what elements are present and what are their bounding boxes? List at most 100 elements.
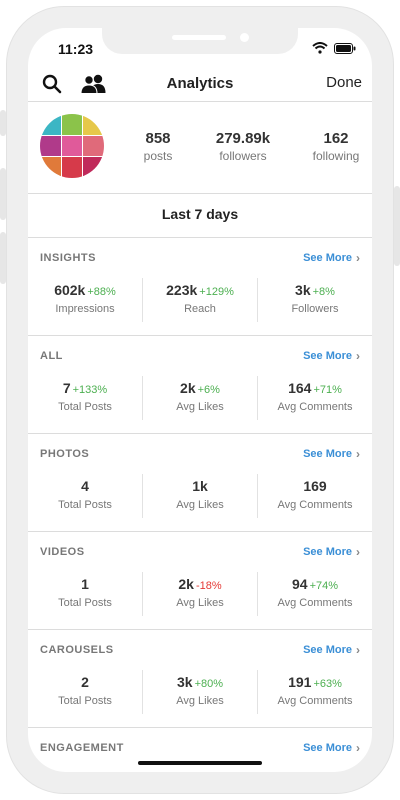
date-range-label: Last 7 days — [161, 206, 239, 222]
metric-change: +133% — [72, 384, 108, 396]
metrics-row: 2 Total Posts 3k +80% Avg Likes 191 +63% Avg Co… — [28, 670, 372, 714]
avatar-tile — [61, 135, 83, 157]
metric-left: 1 Total Posts — [28, 572, 142, 616]
front-camera — [240, 33, 249, 42]
metric-label: Avg Likes — [176, 695, 224, 707]
section-title: CAROUSELS — [40, 644, 114, 656]
metric-right: 94 +74% Avg Comments — [257, 572, 372, 616]
done-button[interactable]: Done — [326, 74, 362, 91]
metric-label: Avg Likes — [176, 597, 224, 609]
metric-middle: 3k +80% Avg Likes — [142, 670, 257, 714]
metric-middle: 1k Avg Likes — [142, 474, 257, 518]
chevron-right-icon: › — [356, 741, 360, 755]
metric-value: 2k — [180, 380, 196, 396]
see-more-link[interactable]: See More › — [303, 545, 360, 559]
avatar-tile — [83, 135, 104, 157]
see-more-label: See More — [303, 252, 352, 264]
search-icon[interactable] — [42, 74, 62, 94]
metric-label: Avg Likes — [176, 401, 224, 413]
followers-label: followers — [219, 149, 267, 163]
metric-change: +88% — [87, 286, 116, 298]
date-range-selector[interactable]: Last 7 days — [28, 194, 372, 238]
metric-value: 1k — [192, 478, 208, 494]
metric-middle: 2k -18% Avg Likes — [142, 572, 257, 616]
metric-value: 3k — [295, 282, 311, 298]
status-time: 11:23 — [58, 41, 94, 57]
metric-label: Avg Comments — [277, 499, 353, 511]
metrics-row: 4 Total Posts 1k Avg Likes 169 Avg Comments — [28, 474, 372, 518]
avatar-tile — [61, 157, 83, 178]
metric-label: Followers — [291, 303, 339, 315]
see-more-label: See More — [303, 742, 352, 754]
followers-stat: 279.89k followers — [208, 130, 278, 163]
metric-value: 223k — [166, 282, 198, 298]
section-title: VIDEOS — [40, 546, 85, 558]
metric-change: +8% — [312, 286, 335, 298]
metric-label: Avg Likes — [176, 499, 224, 511]
metric-value: 94 — [291, 576, 308, 592]
following-stat: 162 following — [308, 130, 364, 163]
metric-change: +63% — [313, 678, 342, 690]
avatar-tile — [40, 135, 61, 157]
section-carousels: CAROUSELS See More › 2 Total Posts 3k +80% Avg … — [28, 630, 372, 728]
wifi-icon — [312, 42, 328, 54]
avatar-tile — [83, 114, 104, 135]
profile-summary: 858 posts 279.89k followers 162 followin… — [28, 102, 372, 194]
metric-left: 7 +133% Total Posts — [28, 376, 142, 420]
nav-title: Analytics — [166, 75, 234, 92]
section-videos: VIDEOS See More › 1 Total Posts 2k -18% Avg Lik… — [28, 532, 372, 630]
metric-change: +71% — [313, 384, 342, 396]
people-icon[interactable] — [80, 74, 108, 94]
metric-right: 164 +71% Avg Comments — [257, 376, 372, 420]
see-more-label: See More — [303, 644, 352, 656]
metric-value: 2k — [178, 576, 194, 592]
metric-label: Total Posts — [58, 499, 112, 511]
metrics-row: 7 +133% Total Posts 2k +6% Avg Likes 164 +71% Av… — [28, 376, 372, 420]
metric-middle: 223k +129% Reach — [142, 278, 257, 322]
notch — [102, 28, 298, 54]
see-more-link[interactable]: See More › — [303, 349, 360, 363]
metric-value: 169 — [303, 478, 327, 494]
section-title: INSIGHTS — [40, 252, 96, 264]
metric-left: 2 Total Posts — [28, 670, 142, 714]
volume-up-button — [0, 168, 6, 220]
avatar-tile — [83, 157, 104, 178]
section-photos: PHOTOS See More › 4 Total Posts 1k Avg Likes 16… — [28, 434, 372, 532]
home-indicator[interactable] — [138, 761, 262, 765]
metric-label: Total Posts — [58, 401, 112, 413]
metric-right: 3k +8% Followers — [257, 278, 372, 322]
metric-value: 7 — [62, 380, 71, 396]
following-count: 162 — [323, 130, 349, 147]
metric-right: 169 Avg Comments — [257, 474, 372, 518]
metric-label: Avg Comments — [277, 695, 353, 707]
section-title: PHOTOS — [40, 448, 90, 460]
mute-switch — [0, 110, 6, 136]
see-more-link[interactable]: See More › — [303, 741, 360, 755]
see-more-label: See More — [303, 350, 352, 362]
followers-count: 279.89k — [215, 130, 271, 147]
metric-value: 602k — [54, 282, 86, 298]
metric-change: +74% — [309, 580, 339, 592]
avatar-tile — [40, 114, 61, 135]
metrics-row: 602k +88% Impressions 223k +129% Reach 3k +8% Fo… — [28, 278, 372, 322]
posts-stat: 858 posts — [138, 130, 178, 163]
metric-label: Total Posts — [58, 597, 112, 609]
avatar-tile — [40, 157, 61, 178]
status-bar: 11:23 — [28, 28, 372, 66]
metric-value: 191 — [288, 674, 312, 690]
volume-down-button — [0, 232, 6, 284]
see-more-link[interactable]: See More › — [303, 447, 360, 461]
following-label: following — [312, 149, 360, 163]
metric-middle: 2k +6% Avg Likes — [142, 376, 257, 420]
section-insights: INSIGHTS See More › 602k +88% Impressions 223k… — [28, 238, 372, 336]
power-button — [394, 186, 400, 266]
metric-label: Impressions — [55, 303, 115, 315]
screen: 11:23 Analytics — [28, 28, 372, 772]
see-more-link[interactable]: See More › — [303, 643, 360, 657]
metric-change: +6% — [197, 384, 220, 396]
metric-value: 4 — [81, 478, 89, 494]
chevron-right-icon: › — [356, 349, 360, 363]
section-engagement: ENGAGEMENT See More › — [28, 728, 372, 772]
metric-left: 602k +88% Impressions — [28, 278, 142, 322]
see-more-link[interactable]: See More › — [303, 251, 360, 265]
